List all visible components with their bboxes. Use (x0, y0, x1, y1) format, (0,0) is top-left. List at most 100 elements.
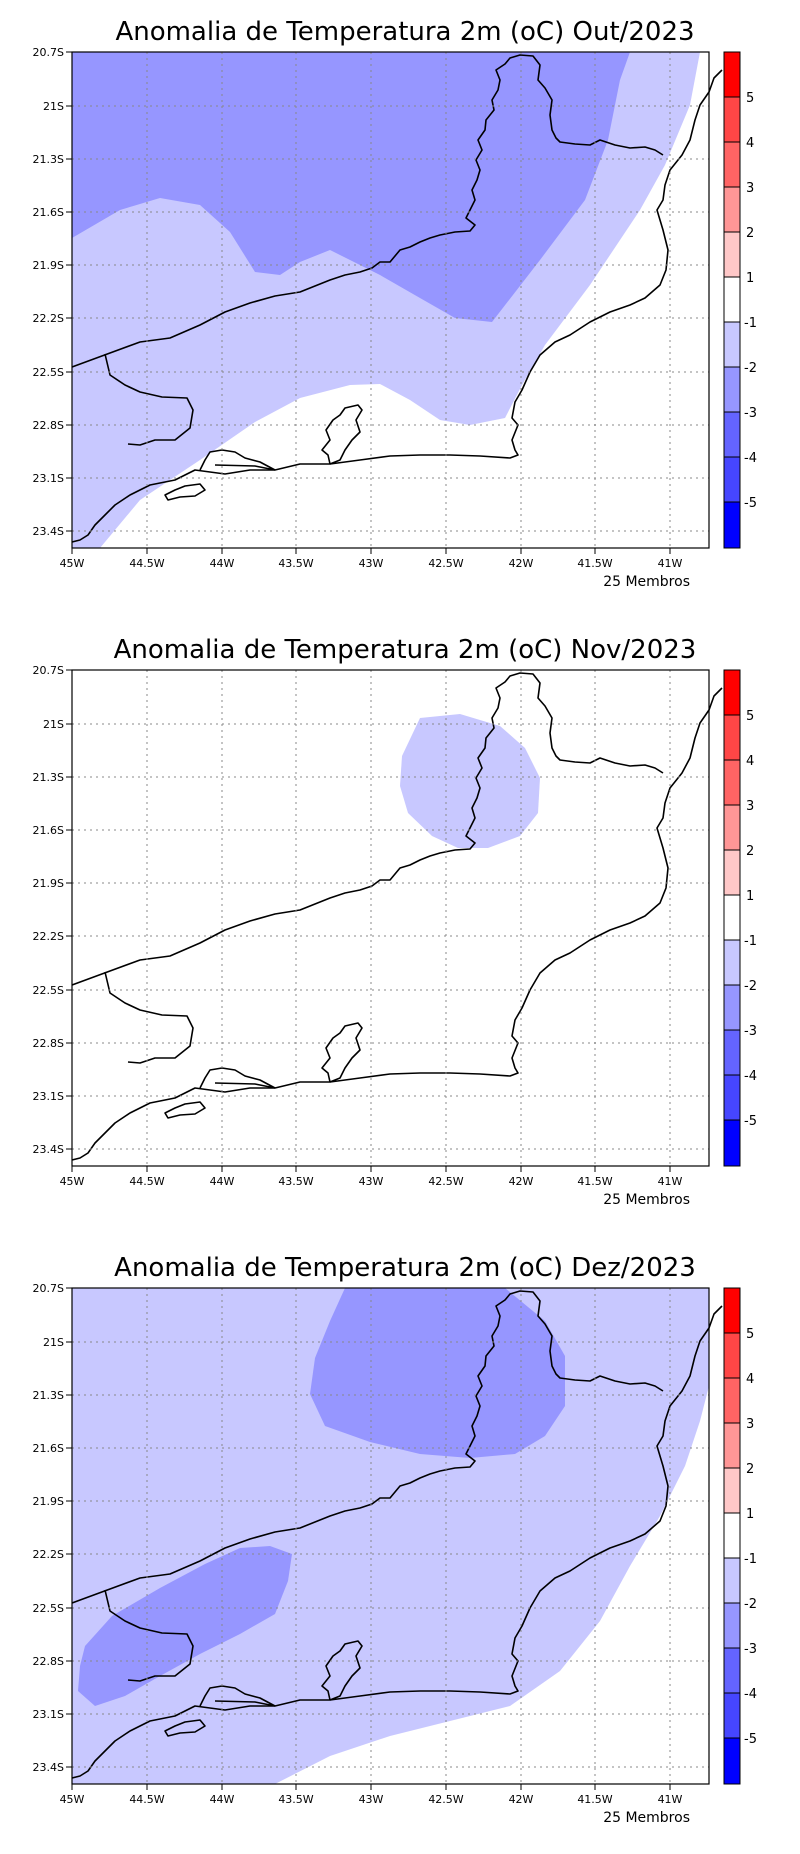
colorbar-swatch (724, 1468, 740, 1513)
colorbar-swatch (724, 760, 740, 805)
colorbar-swatch (724, 670, 740, 715)
anomaly-area-minus1-plus1 (275, 1386, 709, 1784)
colorbar-swatch (724, 940, 740, 985)
colorbar-swatch (724, 1378, 740, 1423)
map-panel-nov: Anomalia de Temperatura 2m (oC) Nov/2023 (0, 618, 800, 1236)
lon-tick-label: 44W (210, 557, 235, 570)
colorbar-label: 5 (746, 91, 754, 106)
colorbar-label: 1 (746, 889, 754, 904)
map-panel-dez: Anomalia de Temperatura 2m (oC) Dez/2023 (0, 1236, 800, 1854)
ticks (66, 51, 671, 554)
lon-tick-label: 41W (658, 1793, 683, 1806)
colorbar-swatch (724, 1738, 740, 1784)
colorbar-swatch (724, 1333, 740, 1378)
colorbar-label: 5 (746, 709, 754, 724)
lon-tick-label: 44.5W (129, 1793, 164, 1806)
state-border-mg-rj (71, 54, 664, 368)
panel-title: Anomalia de Temperatura 2m (oC) Out/2023 (115, 17, 694, 47)
colorbar-swatch (724, 367, 740, 412)
lat-tick-label: 23.1S (33, 1708, 64, 1721)
map-panel-out: Anomalia de Temperatura 2m (oC) Out/2023 (0, 0, 800, 618)
colorbar-label: -2 (744, 361, 757, 376)
colorbar-label: -2 (744, 1597, 757, 1612)
ilha-grande (164, 1719, 206, 1737)
colorbar-swatch (724, 187, 740, 232)
lat-tick-label: 21.6S (33, 824, 64, 837)
members-label: 25 Membros (603, 1810, 690, 1826)
colorbar-swatch (724, 1693, 740, 1738)
grid (72, 1288, 709, 1784)
colorbar-swatch (724, 1075, 740, 1120)
lat-tick-label: 21S (43, 718, 64, 731)
lon-tick-label: 43.5W (278, 1175, 313, 1188)
members-label: 25 Membros (603, 1192, 690, 1208)
state-border-mg-rj (71, 672, 664, 986)
guanabara-bay (321, 1022, 363, 1083)
colorbar-label: -3 (744, 1642, 757, 1657)
guanabara-bay (321, 404, 363, 465)
colorbar-label: 2 (746, 226, 754, 241)
lon-tick-label: 44.5W (129, 557, 164, 570)
colorbar-label: 4 (746, 136, 754, 151)
lon-tick-label: 41W (658, 557, 683, 570)
lon-tick-label: 44W (210, 1793, 235, 1806)
colorbar-label: 3 (746, 799, 754, 814)
lat-tick-label: 22.8S (33, 1037, 64, 1050)
colorbar-swatch (724, 895, 740, 940)
colorbar-label: 1 (746, 271, 754, 286)
anomaly-map-out: Anomalia de Temperatura 2m (oC) Out/2023 (33, 17, 757, 590)
coastline (71, 69, 723, 543)
colorbar-label: -1 (744, 316, 757, 331)
coastline (71, 1305, 723, 1779)
lat-tick-label: 23.4S (33, 1143, 64, 1156)
lat-tick-label: 21.9S (33, 259, 64, 272)
colorbar-swatch (724, 457, 740, 502)
lat-tick-label: 22.2S (33, 312, 64, 325)
lon-tick-label: 42W (509, 1793, 534, 1806)
lat-tick-label: 20.7S (33, 46, 64, 59)
lat-tick-label: 21S (43, 100, 64, 113)
colorbar: 5 4 3 2 1 -1 -2 -3 -4 -5 (723, 1287, 757, 1785)
anomaly-map-nov: Anomalia de Temperatura 2m (oC) Nov/2023 (33, 635, 757, 1208)
guanabara-bay (321, 1640, 363, 1701)
anomaly-area-minus1-plus1 (72, 670, 709, 1166)
colorbar-label: -4 (744, 1069, 757, 1084)
lat-tick-label: 22.8S (33, 419, 64, 432)
colorbar-label: 2 (746, 1462, 754, 1477)
lat-tick-label: 21.9S (33, 1495, 64, 1508)
lat-tick-label: 20.7S (33, 1282, 64, 1295)
lat-tick-label: 23.1S (33, 1090, 64, 1103)
state-border-mg-rj (71, 1290, 664, 1604)
lat-tick-label: 20.7S (33, 664, 64, 677)
colorbar-swatch (724, 1558, 740, 1603)
colorbar-label: 2 (746, 844, 754, 859)
sepetiba-bay (199, 1685, 276, 1707)
lat-tick-label: 23.1S (33, 472, 64, 485)
colorbar-label: -4 (744, 1687, 757, 1702)
colorbar-label: 3 (746, 1417, 754, 1432)
colorbar-swatch (724, 985, 740, 1030)
panel-title: Anomalia de Temperatura 2m (oC) Dez/2023 (114, 1253, 696, 1283)
colorbar-label: -4 (744, 451, 757, 466)
colorbar-swatch (724, 97, 740, 142)
lat-tick-label: 22.8S (33, 1655, 64, 1668)
colorbar-swatch (724, 502, 740, 548)
colorbar-swatch (724, 1120, 740, 1166)
colorbar-label: -5 (744, 1114, 757, 1129)
lat-tick-label: 22.2S (33, 1548, 64, 1561)
lon-tick-label: 42W (509, 1175, 534, 1188)
state-border-rj-sp (104, 1589, 194, 1682)
colorbar-label: -3 (744, 1024, 757, 1039)
colorbar: 5 4 3 2 1 -1 -2 -3 -4 -5 (723, 51, 757, 549)
lon-tick-label: 45W (60, 1793, 85, 1806)
coastline (71, 687, 723, 1161)
anomaly-area-minus3-minus2 (310, 1288, 565, 1458)
colorbar-label: -5 (744, 1732, 757, 1747)
map-frame (71, 51, 710, 549)
ilha-grande (164, 1101, 206, 1119)
lon-tick-label: 42W (509, 557, 534, 570)
colorbar-swatch (724, 1648, 740, 1693)
lat-tick-label: 21.3S (33, 153, 64, 166)
ticks (66, 1287, 671, 1790)
colorbar-swatch (724, 1288, 740, 1333)
